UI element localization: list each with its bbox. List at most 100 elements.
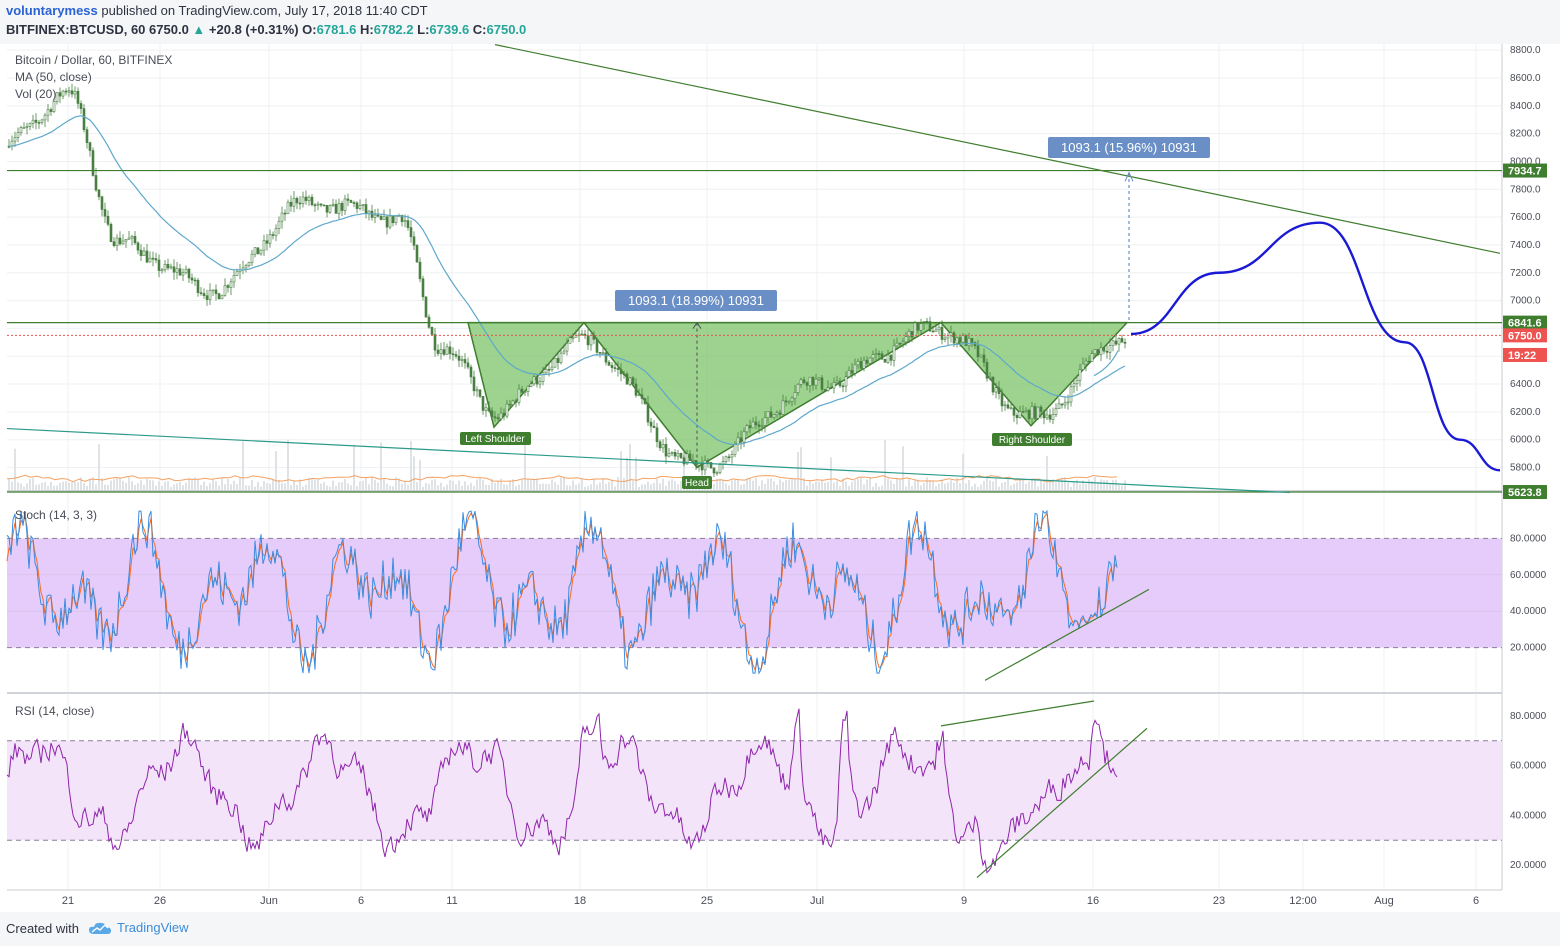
volume-bar — [116, 477, 118, 490]
volume-bar — [968, 480, 970, 490]
price-tick-label: 6000.0 — [1510, 435, 1541, 446]
candle-body — [67, 90, 71, 93]
price-tag-box — [1503, 328, 1547, 343]
volume-indicator-label[interactable]: Vol (20) — [15, 87, 56, 101]
time-tick-label: 25 — [701, 895, 713, 907]
time-axis[interactable]: 21 26 Jun 6 11 18 25 Jul 9 16 23 12:00 Aug 6 — [62, 895, 1479, 907]
candle-body — [430, 327, 434, 335]
ma-indicator-label[interactable]: MA (50, close) — [15, 70, 92, 84]
candle-body — [979, 354, 983, 358]
volume-bar — [911, 486, 913, 490]
pane-separator-1[interactable] — [7, 490, 1502, 492]
measurement-label-1[interactable]: 1093.1 (18.99%) 10931 — [615, 290, 777, 311]
volume-bar — [266, 483, 268, 490]
candle-body — [451, 353, 455, 356]
candle-body — [289, 201, 293, 207]
trend-lines[interactable] — [6, 44, 1502, 494]
projection-line[interactable] — [1130, 221, 1501, 472]
rsi-tick-label: 60.0000 — [1510, 761, 1547, 772]
candle-body — [532, 376, 536, 385]
descending-support-line[interactable] — [6, 427, 1291, 494]
target-arrow-icon — [1124, 171, 1134, 182]
volume-bar — [611, 479, 613, 490]
volume-bar — [113, 479, 115, 490]
rsi-trendline[interactable] — [976, 727, 1148, 879]
stoch-tick-label: 60.0000 — [1510, 570, 1547, 581]
volume-bar — [983, 480, 985, 490]
candle-body — [991, 376, 995, 393]
volume-bar — [1079, 484, 1081, 490]
left-shoulder-label[interactable]: Left Shoulder — [460, 432, 531, 445]
candle-body — [787, 400, 791, 403]
price-axis[interactable]: 5800.06000.06200.06400.06600.06800.07000… — [1510, 45, 1541, 473]
symbol-label[interactable]: BITFINEX:BTCUSD, 60 — [6, 22, 146, 37]
volume-bar — [1100, 479, 1102, 490]
oscillator-trend-lines[interactable] — [940, 588, 1150, 879]
chart-canvas[interactable]: Bitcoin / Dollar, 60, BITFINEX MA (50, c… — [0, 44, 1560, 912]
candle-body — [898, 342, 902, 345]
candle-body — [520, 388, 524, 393]
rsi-axis[interactable]: 80.0000 60.0000 40.0000 20.0000 — [1510, 711, 1547, 871]
candle-body — [613, 367, 617, 369]
descending-resistance-line[interactable] — [494, 44, 1501, 254]
volume-bar — [842, 478, 844, 490]
volume-bar — [950, 480, 952, 490]
volume-bar — [758, 485, 760, 490]
rsi-divergence-line[interactable] — [940, 700, 1095, 727]
stoch-pane-title[interactable]: Stoch (14, 3, 3) — [15, 508, 97, 522]
volume-bar — [413, 456, 415, 490]
measurement-label-2[interactable]: 1093.1 (15.96%) 10931 — [1048, 137, 1210, 158]
candle-body — [709, 462, 713, 469]
candle-body — [805, 382, 809, 386]
rsi-tick-label: 80.0000 — [1510, 711, 1547, 722]
candle-body — [424, 296, 428, 318]
candle-body — [790, 397, 794, 402]
head-label[interactable]: Head — [682, 476, 712, 489]
candle-body — [745, 425, 749, 433]
candle-body — [58, 92, 62, 97]
volume-bar — [824, 482, 826, 490]
candle-body — [607, 361, 611, 366]
candle-body — [688, 453, 692, 461]
pane-separator-2[interactable] — [7, 692, 1502, 694]
candle-body — [307, 196, 311, 201]
volume-bar — [287, 439, 289, 490]
volume-bar — [920, 485, 922, 490]
candle-body — [1003, 404, 1007, 407]
stoch-tick-label: 40.0000 — [1510, 606, 1547, 617]
head-triangle[interactable] — [582, 321, 944, 469]
volume-bar — [839, 485, 841, 490]
candle-body — [970, 338, 974, 343]
candle-body — [103, 209, 107, 217]
right-shoulder-label[interactable]: Right Shoulder — [992, 433, 1072, 446]
candle-body — [604, 352, 608, 363]
candle-body — [772, 414, 776, 418]
open-label: O: — [302, 22, 317, 37]
candle-body — [412, 236, 416, 246]
volume-bar — [644, 484, 646, 490]
candle-body — [820, 377, 824, 390]
candle-body — [166, 264, 170, 269]
author-link[interactable]: voluntarymess — [6, 3, 98, 18]
candle-body — [169, 266, 173, 269]
candle-body — [1102, 347, 1106, 352]
volume-bar — [419, 459, 421, 490]
volume-bar — [164, 481, 166, 490]
candle-body — [136, 242, 140, 251]
candle-body — [364, 204, 368, 214]
tradingview-link[interactable]: TradingView — [88, 920, 189, 935]
volume-bar — [53, 485, 55, 490]
volume-bar — [1022, 479, 1024, 490]
candle-body — [535, 376, 539, 385]
volume-bar — [1046, 456, 1048, 490]
rsi-line — [6, 708, 1118, 874]
stoch-trendline[interactable] — [984, 588, 1150, 681]
stoch-axis[interactable]: 80.0000 60.0000 40.0000 20.0000 — [1510, 533, 1547, 653]
price-tick-label: 8200.0 — [1510, 129, 1541, 140]
candle-body — [400, 215, 404, 222]
candle-body — [781, 400, 785, 415]
volume-bar — [197, 479, 199, 490]
rsi-pane-title[interactable]: RSI (14, close) — [15, 704, 94, 718]
volume-bar — [68, 482, 70, 490]
candle-body — [454, 354, 458, 357]
